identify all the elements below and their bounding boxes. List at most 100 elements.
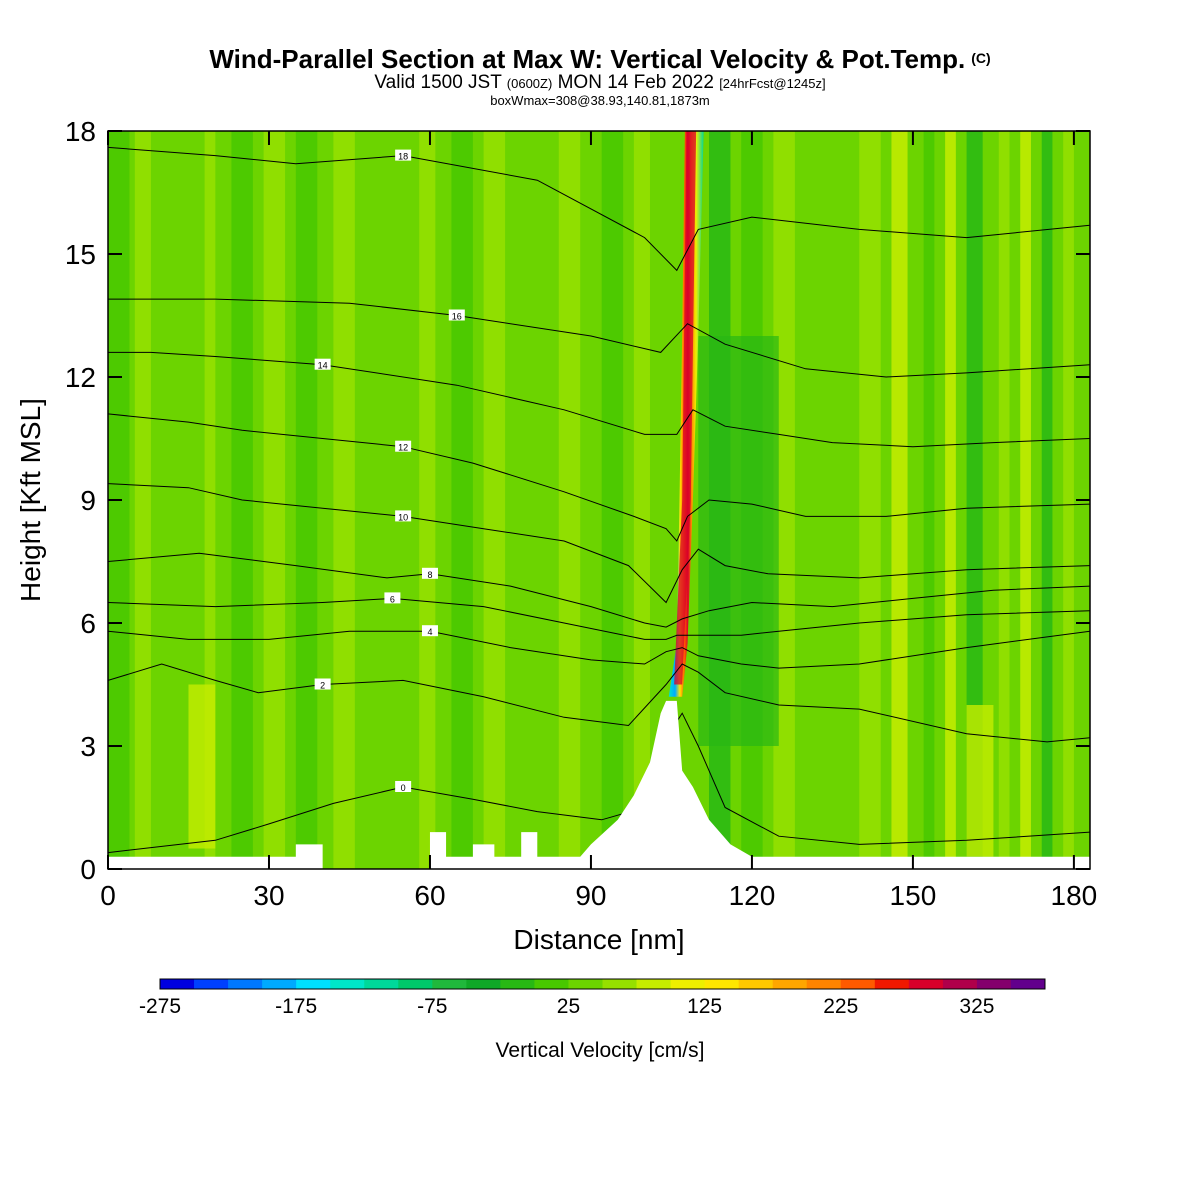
y-axis-label: Height [Kft MSL]	[15, 398, 46, 602]
colorbar-swatch	[704, 979, 740, 989]
contour-label-box	[314, 358, 331, 370]
contour-label: 6	[390, 594, 395, 604]
velocity-band	[698, 336, 779, 746]
colorbar-swatch	[160, 979, 195, 989]
contour-label: 8	[427, 570, 432, 580]
velocity-band	[558, 131, 581, 869]
theta-contour	[108, 630, 1090, 669]
contour-label: 14	[318, 361, 328, 371]
velocity-band	[515, 131, 538, 869]
contour-label: 10	[398, 512, 408, 522]
y-tick-label: 3	[80, 731, 96, 762]
x-tick-label: 0	[100, 880, 116, 911]
colorbar-swatch	[942, 979, 978, 989]
theta-contour	[108, 298, 1090, 378]
velocity-band	[134, 131, 151, 869]
contour-label-box	[448, 309, 465, 321]
x-tick-label: 30	[253, 880, 284, 911]
colorbar-swatch	[194, 979, 229, 989]
x-axis-label: Distance [nm]	[513, 924, 684, 955]
colorbar-swatch	[636, 979, 672, 989]
colorbar-swatch	[466, 979, 501, 989]
colorbar-swatch	[670, 979, 706, 989]
velocity-band	[333, 131, 355, 869]
colorbar: -275 -175 -75 25 125 225 325	[139, 978, 1046, 1018]
contour-label: 16	[452, 312, 462, 322]
velocity-band	[419, 131, 436, 869]
colorbar-frame	[159, 978, 1046, 990]
colorbar-swatch	[534, 979, 569, 989]
copyright-mark: (C)	[971, 50, 991, 66]
velocity-band	[483, 131, 506, 869]
chart-info-line: boxWmax=308@38.93,140.81,1873m	[490, 93, 710, 108]
colorbar-swatch	[330, 979, 365, 989]
contour-label-box	[421, 625, 438, 637]
velocity-band	[633, 131, 650, 869]
contour-label-box	[395, 149, 412, 161]
x-tick-label: 120	[729, 880, 776, 911]
theta-contour	[108, 597, 1090, 640]
velocity-band	[966, 131, 983, 869]
velocity-band	[1020, 131, 1031, 869]
chart-subtitle: Valid 1500 JST (0600Z) MON 14 Feb 2022 […	[374, 72, 826, 93]
colorbar-tick-label: 125	[687, 995, 722, 1018]
velocity-band	[451, 131, 473, 869]
colorbar-tick-label: -275	[139, 995, 181, 1018]
colorbar-swatch	[228, 979, 263, 989]
velocity-band	[998, 131, 1010, 869]
contour-label-box	[395, 781, 412, 792]
colorbar-tick-label: 25	[557, 995, 580, 1018]
theta-contour	[108, 483, 1090, 604]
theta-contour	[108, 146, 1090, 272]
y-tick-label: 15	[65, 239, 96, 270]
colorbar-tick-label: -75	[417, 995, 447, 1018]
colorbar-swatch	[568, 979, 603, 989]
colorbar-swatch	[1010, 979, 1046, 989]
contour-label-box	[384, 592, 401, 604]
colorbar-tick-label: 225	[823, 995, 858, 1018]
contour-label-box	[421, 567, 438, 579]
colorbar-swatch	[806, 979, 842, 989]
colorbar-swatch	[976, 979, 1012, 989]
x-tick-label: 150	[890, 880, 937, 911]
velocity-band	[376, 131, 398, 869]
x-tick-label: 60	[414, 880, 445, 911]
colorbar-swatch	[296, 979, 331, 989]
colorbar-label: Vertical Velocity [cm/s]	[496, 1039, 705, 1062]
velocity-band	[891, 131, 908, 869]
colorbar-swatch	[602, 979, 638, 989]
colorbar-swatch	[738, 979, 774, 989]
velocity-band	[188, 684, 216, 849]
theta-contour	[108, 552, 1090, 628]
y-tick-label: 6	[80, 608, 96, 639]
velocity-band	[945, 131, 956, 869]
theta-contour	[108, 663, 1090, 743]
colorbar-swatch	[364, 979, 399, 989]
potential-temperature-contours: 0 2 4 6 8 10 12 14 16 18	[108, 146, 1090, 854]
contour-label: 12	[398, 443, 408, 453]
x-tick-label: 90	[575, 880, 606, 911]
contour-label: 18	[398, 152, 408, 162]
contour-label-box	[395, 440, 412, 452]
updraft-plume	[668, 131, 704, 697]
contour-label-box	[395, 510, 412, 522]
y-tick-label: 0	[80, 854, 96, 885]
chart-title: Wind-Parallel Section at Max W: Vertical…	[209, 44, 991, 74]
colorbar-swatch	[772, 979, 808, 989]
contour-label: 2	[320, 681, 325, 691]
colorbar-swatch	[432, 979, 467, 989]
y-tick-label: 18	[65, 116, 96, 147]
contour-label: 4	[427, 627, 432, 637]
colorbar-tick-label: -175	[275, 995, 317, 1018]
velocity-band	[923, 131, 935, 869]
colorbar-swatch	[398, 979, 433, 989]
velocity-band	[859, 131, 881, 869]
updraft-maximum	[674, 131, 697, 685]
velocity-band	[601, 131, 624, 869]
colorbar-swatch	[262, 979, 297, 989]
velocity-band	[295, 131, 318, 869]
theta-contour	[108, 351, 1090, 448]
contour-label: 0	[401, 783, 406, 793]
